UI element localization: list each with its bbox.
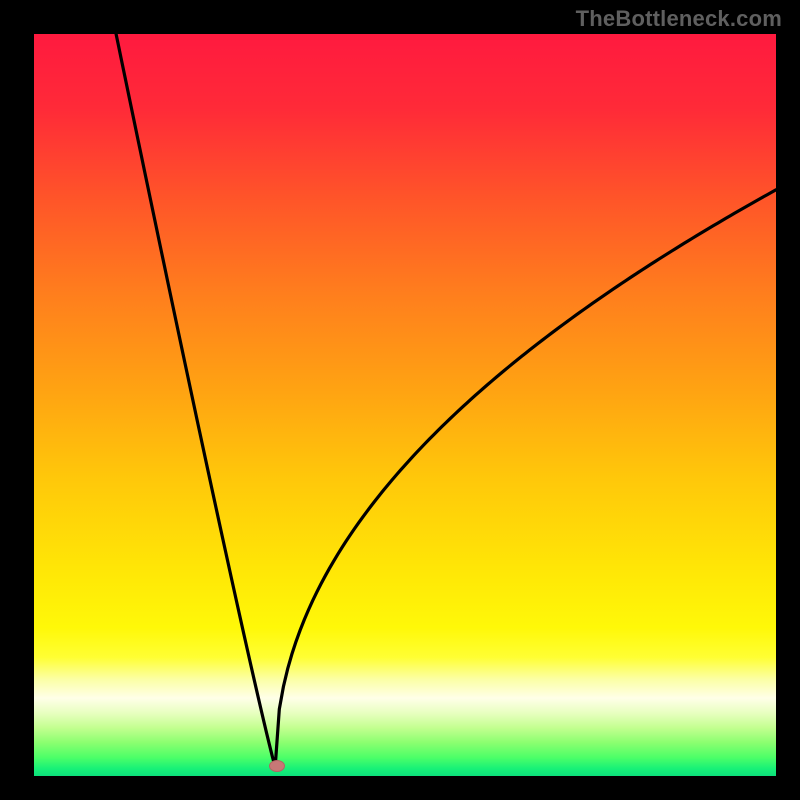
bottleneck-curve bbox=[34, 34, 776, 776]
chart-outer-frame bbox=[0, 0, 800, 800]
plot-area bbox=[34, 34, 776, 776]
watermark-text: TheBottleneck.com bbox=[576, 6, 782, 32]
vertex-marker bbox=[269, 760, 285, 772]
